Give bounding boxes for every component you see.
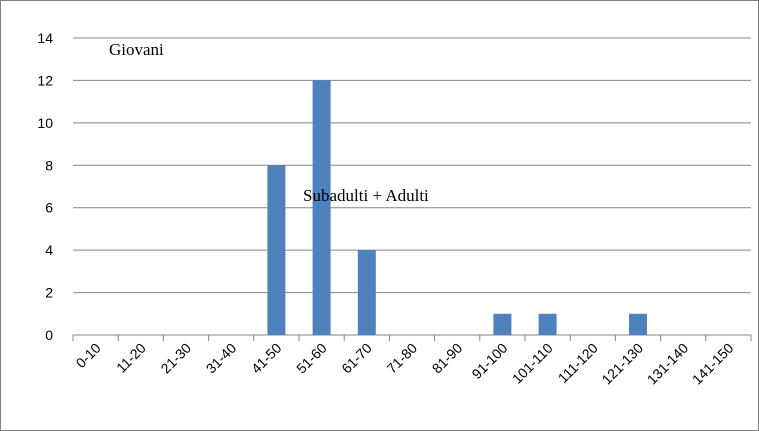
- x-axis-ticks: 0-10 11-20 21-30 31-40 41-50 51-60 61-70 71-80 8…: [73, 340, 737, 388]
- bar-101-110: [538, 313, 557, 335]
- annotation-subadulti-adulti: Subadulti + Adulti: [303, 186, 429, 205]
- y-tick-label: 12: [37, 72, 53, 88]
- y-tick-label: 4: [45, 242, 53, 258]
- y-tick-label: 2: [45, 285, 53, 301]
- x-tick-label: 141-150: [689, 340, 737, 388]
- x-tick-label: 21-30: [157, 340, 194, 377]
- bar-41-50: [267, 165, 286, 335]
- y-tick-label: 10: [37, 115, 53, 131]
- x-tick-label: 51-60: [293, 340, 330, 377]
- x-tick-label: 101-110: [509, 340, 556, 387]
- x-tick-label: 131-140: [644, 340, 692, 388]
- bar-51-60: [312, 80, 331, 335]
- x-tick-label: 71-80: [383, 340, 420, 377]
- y-axis-ticks: 0 2 4 6 8 10 12 14: [37, 30, 53, 343]
- x-tick-label: 31-40: [203, 340, 240, 377]
- bars: [267, 80, 647, 335]
- annotation-giovani: Giovani: [109, 40, 164, 59]
- y-tick-label: 14: [37, 30, 53, 46]
- bar-121-130: [629, 313, 647, 335]
- x-tick-label: 81-90: [429, 340, 466, 377]
- x-tick-label: 11-20: [113, 340, 149, 376]
- bar-61-70: [357, 250, 376, 335]
- x-tick-label: 41-50: [248, 340, 285, 377]
- y-tick-label: 8: [45, 157, 53, 173]
- x-tick-label: 0-10: [73, 340, 104, 371]
- bar-91-100: [493, 313, 512, 335]
- gridlines: [72, 37, 752, 341]
- x-tick-label: 61-70: [338, 340, 375, 377]
- y-tick-label: 6: [45, 200, 53, 216]
- x-tick-label: 111-120: [555, 340, 601, 386]
- x-tick-label: 91-100: [468, 340, 510, 382]
- y-tick-label: 0: [45, 327, 53, 343]
- x-tick-label: 121-130: [598, 340, 646, 388]
